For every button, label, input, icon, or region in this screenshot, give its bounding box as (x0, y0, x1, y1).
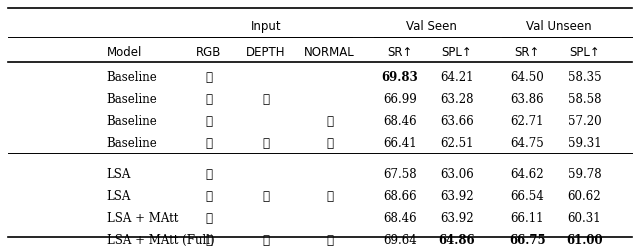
Text: 59.31: 59.31 (568, 137, 601, 150)
Text: ✓: ✓ (205, 93, 212, 106)
Text: Baseline: Baseline (106, 71, 157, 84)
Text: 67.58: 67.58 (383, 168, 417, 181)
Text: ✓: ✓ (326, 115, 333, 128)
Text: Input: Input (250, 20, 281, 33)
Text: SR↑: SR↑ (515, 46, 540, 59)
Text: 66.11: 66.11 (510, 212, 544, 225)
Text: ✓: ✓ (262, 137, 269, 150)
Text: 63.66: 63.66 (440, 115, 474, 128)
Text: RGB: RGB (196, 46, 221, 59)
Text: 69.64: 69.64 (383, 234, 417, 246)
Text: 63.92: 63.92 (440, 190, 474, 203)
Text: 62.51: 62.51 (440, 137, 474, 150)
Text: SPL↑: SPL↑ (442, 46, 472, 59)
Text: 64.50: 64.50 (510, 71, 544, 84)
Text: Val Seen: Val Seen (406, 20, 457, 33)
Text: 58.35: 58.35 (568, 71, 601, 84)
Text: ✓: ✓ (205, 115, 212, 128)
Text: ✓: ✓ (205, 190, 212, 203)
Text: ✓: ✓ (262, 93, 269, 106)
Text: 59.78: 59.78 (568, 168, 601, 181)
Text: 61.00: 61.00 (566, 234, 603, 246)
Text: DEPTH: DEPTH (246, 46, 285, 59)
Text: 68.46: 68.46 (383, 212, 417, 225)
Text: LSA + MAtt: LSA + MAtt (106, 212, 178, 225)
Text: 64.75: 64.75 (510, 137, 544, 150)
Text: 64.62: 64.62 (510, 168, 544, 181)
Text: 63.92: 63.92 (440, 212, 474, 225)
Text: Model: Model (106, 46, 142, 59)
Text: 63.86: 63.86 (510, 93, 544, 106)
Text: LSA + MAtt (Full): LSA + MAtt (Full) (106, 234, 214, 246)
Text: Baseline: Baseline (106, 93, 157, 106)
Text: ✓: ✓ (205, 71, 212, 84)
Text: ✓: ✓ (326, 234, 333, 246)
Text: 64.21: 64.21 (440, 71, 474, 84)
Text: ✓: ✓ (326, 190, 333, 203)
Text: Baseline: Baseline (106, 137, 157, 150)
Text: ✓: ✓ (205, 234, 212, 246)
Text: 66.41: 66.41 (383, 137, 417, 150)
Text: 60.31: 60.31 (568, 212, 601, 225)
Text: 63.06: 63.06 (440, 168, 474, 181)
Text: 60.62: 60.62 (568, 190, 601, 203)
Text: ✓: ✓ (205, 137, 212, 150)
Text: 68.66: 68.66 (383, 190, 417, 203)
Text: ✓: ✓ (262, 234, 269, 246)
Text: 57.20: 57.20 (568, 115, 601, 128)
Text: 63.28: 63.28 (440, 93, 474, 106)
Text: 62.71: 62.71 (510, 115, 544, 128)
Text: LSA: LSA (106, 190, 131, 203)
Text: ✓: ✓ (262, 190, 269, 203)
Text: SPL↑: SPL↑ (569, 46, 600, 59)
Text: SR↑: SR↑ (387, 46, 412, 59)
Text: Baseline: Baseline (106, 115, 157, 128)
Text: ✓: ✓ (205, 212, 212, 225)
Text: 66.75: 66.75 (509, 234, 545, 246)
Text: 58.58: 58.58 (568, 93, 601, 106)
Text: NORMAL: NORMAL (304, 46, 355, 59)
Text: 66.99: 66.99 (383, 93, 417, 106)
Text: 64.86: 64.86 (438, 234, 476, 246)
Text: Val Unseen: Val Unseen (526, 20, 592, 33)
Text: ✓: ✓ (326, 137, 333, 150)
Text: LSA: LSA (106, 168, 131, 181)
Text: 69.83: 69.83 (381, 71, 418, 84)
Text: 66.54: 66.54 (510, 190, 544, 203)
Text: ✓: ✓ (205, 168, 212, 181)
Text: 68.46: 68.46 (383, 115, 417, 128)
